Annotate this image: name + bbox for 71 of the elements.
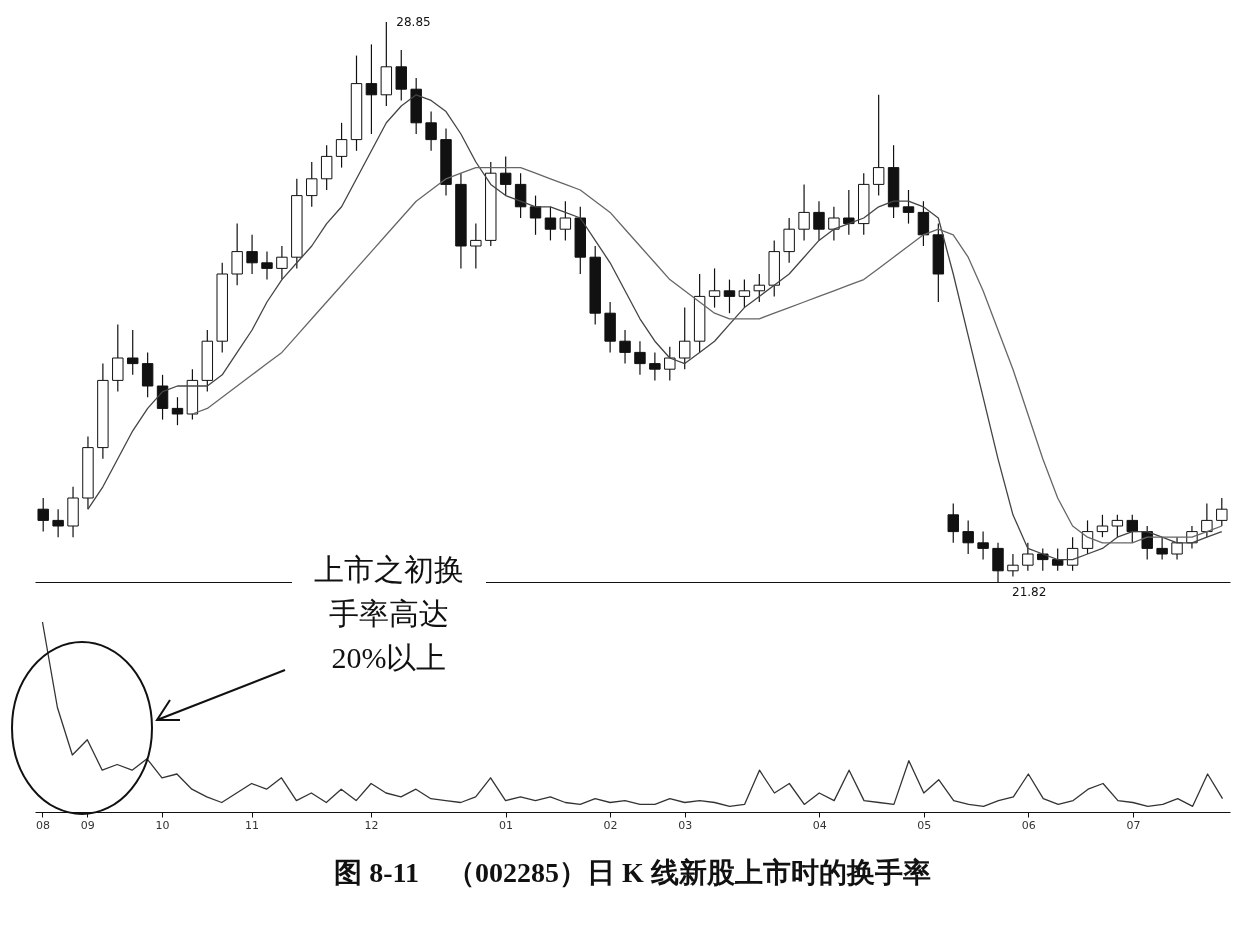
candlestick xyxy=(1111,514,1124,538)
candlestick xyxy=(1216,497,1228,527)
text: 图 8-11 （002285）日 K 线新股上市时的换手率 xyxy=(334,857,931,888)
candlestick xyxy=(828,206,840,241)
candlestick xyxy=(798,183,810,241)
candlestick xyxy=(708,267,721,309)
candlestick xyxy=(977,531,989,561)
candlestick xyxy=(1022,542,1034,572)
candlestick xyxy=(276,245,288,281)
candlestick xyxy=(499,155,512,197)
candlestick xyxy=(559,200,572,241)
candlestick xyxy=(1156,536,1168,561)
candlestick xyxy=(246,234,258,275)
candlestick xyxy=(1171,536,1183,561)
x-tick-label: 09 xyxy=(80,818,95,832)
candlestick xyxy=(127,329,139,376)
candlestick xyxy=(544,206,557,241)
x-tick-label: 01 xyxy=(499,818,514,832)
candlestick xyxy=(678,307,691,370)
candlestick xyxy=(917,200,930,247)
annotation: 上市之初换手率高达20%以上 xyxy=(292,548,486,680)
candlestick xyxy=(335,122,348,169)
candlestick xyxy=(634,340,646,376)
candlestick xyxy=(813,200,825,241)
candlestick xyxy=(1126,514,1138,544)
candlestick xyxy=(664,346,676,381)
candlestick xyxy=(1201,503,1213,538)
candlestick xyxy=(649,351,661,381)
candlestick xyxy=(395,49,407,101)
candlestick xyxy=(1037,547,1049,572)
x-tick-label: 06 xyxy=(1021,818,1036,832)
candlestick xyxy=(529,195,542,236)
candlestick xyxy=(171,396,184,426)
candlestick xyxy=(52,508,64,538)
candlestick xyxy=(261,251,273,281)
candlestick xyxy=(112,323,124,393)
candlestick xyxy=(738,279,751,309)
candlestick xyxy=(425,111,437,152)
x-tick-label: 05 xyxy=(917,818,932,832)
candlestick xyxy=(1051,547,1064,572)
candlestick xyxy=(947,503,959,544)
candlestick xyxy=(141,351,154,398)
candlestick xyxy=(872,94,885,197)
x-tick-label: 03 xyxy=(678,818,693,832)
candlestick xyxy=(619,329,631,365)
candlestick xyxy=(902,189,915,225)
candlestick xyxy=(1096,514,1109,538)
candlestick xyxy=(365,43,378,135)
candlestick xyxy=(470,223,482,269)
x-tick-label: 02 xyxy=(603,818,618,832)
text: 21.82 xyxy=(1012,585,1047,599)
x-tick-label: 04 xyxy=(812,818,827,832)
x-tick-label: 12 xyxy=(364,818,379,832)
candlestick xyxy=(753,273,766,303)
candlestick xyxy=(306,161,318,208)
x-tick-label: 08 xyxy=(35,818,50,832)
x-tick-label: 10 xyxy=(155,818,170,832)
candlestick xyxy=(1066,536,1079,572)
x-tick-label: 07 xyxy=(1126,818,1141,832)
candlestick xyxy=(783,217,795,264)
candlestick xyxy=(723,279,736,314)
candlestick xyxy=(962,519,974,555)
candlestick xyxy=(1007,553,1019,577)
candlestick xyxy=(231,223,243,286)
candlestick xyxy=(843,189,855,236)
candlestick xyxy=(1141,525,1153,561)
candlestick xyxy=(156,374,169,421)
candlestick xyxy=(320,144,333,191)
annotation: 28.85 xyxy=(396,15,431,29)
x-tick-label: 11 xyxy=(245,818,260,832)
candlestick xyxy=(37,497,49,533)
